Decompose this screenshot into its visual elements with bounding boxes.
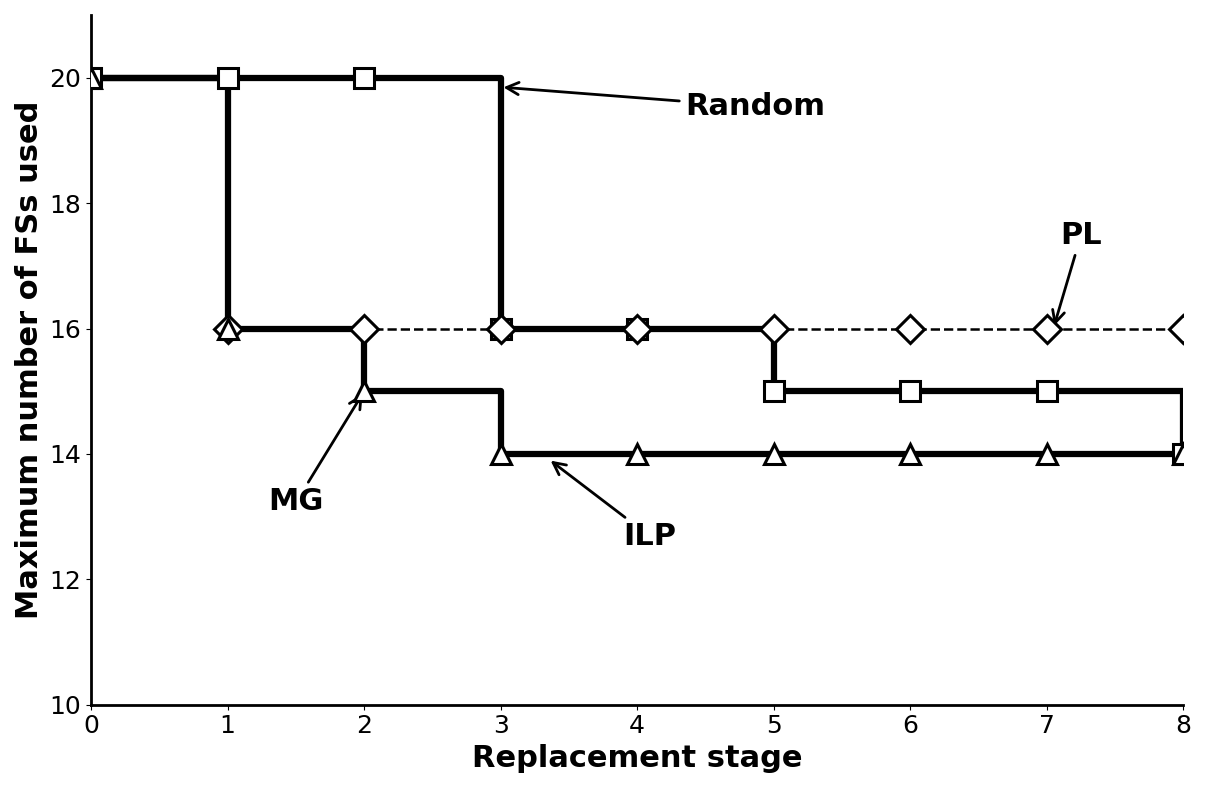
X-axis label: Replacement stage: Replacement stage	[472, 744, 802, 773]
Text: PL: PL	[1053, 221, 1102, 323]
Text: MG: MG	[269, 396, 361, 516]
Y-axis label: Maximum number of FSs used: Maximum number of FSs used	[14, 101, 43, 619]
Text: Random: Random	[507, 83, 825, 121]
Text: ILP: ILP	[554, 463, 677, 551]
